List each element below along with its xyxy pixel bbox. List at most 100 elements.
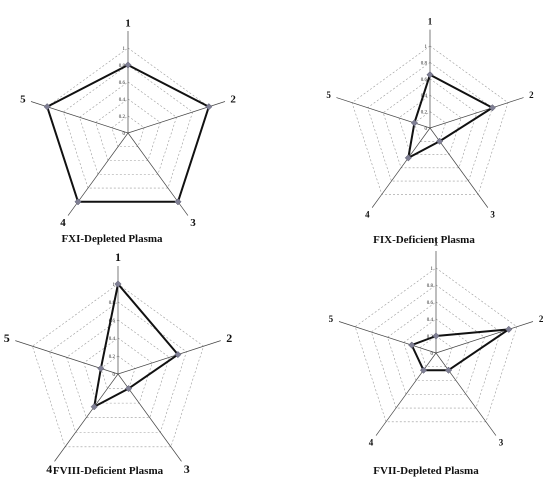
- series-line: [410, 328, 510, 372]
- axis-label-2: 2: [226, 331, 232, 345]
- tick-label: 0.8: [119, 64, 126, 69]
- axis-label-4: 4: [46, 462, 52, 476]
- grid-ring: [403, 318, 469, 381]
- data-point-3: [174, 198, 182, 206]
- axis-spoke-4: [375, 352, 437, 436]
- axis-label-2: 2: [230, 94, 236, 106]
- axis-spoke-4: [371, 127, 431, 208]
- series-line: [407, 73, 494, 159]
- data-point-4: [74, 198, 82, 206]
- chart-title: FXI-Depleted Plasma: [61, 233, 163, 245]
- series-line: [93, 283, 179, 408]
- axis-label-2: 2: [539, 314, 544, 324]
- grid-ring: [62, 64, 194, 189]
- tick-label: 0.6: [427, 301, 434, 306]
- tick-label: 0.4: [421, 94, 428, 99]
- tick-label: 1: [113, 283, 116, 288]
- tick-label: 0.4: [427, 318, 434, 323]
- radar-chart-1: 0 0.2 0.4 0.6 0.8 1 1 2 3 4 5 FXI-Depleted Plasma: [20, 17, 236, 245]
- axis-label-3: 3: [499, 438, 504, 448]
- data-point-2: [174, 350, 182, 359]
- axis-label-1: 1: [434, 238, 439, 248]
- axis-label-1: 1: [125, 17, 131, 29]
- axis-label-4: 4: [60, 217, 66, 229]
- tick-label: 0.2: [109, 355, 116, 360]
- tick-label: 0.6: [109, 319, 116, 324]
- axis-label-4: 4: [369, 438, 374, 448]
- grid-ring: [79, 81, 177, 175]
- tick-label: 0.4: [119, 98, 126, 103]
- tick-label: 0.8: [109, 301, 116, 306]
- axis-label-3: 3: [190, 217, 196, 229]
- axis-label-4: 4: [365, 209, 370, 219]
- data-point-1: [432, 332, 440, 340]
- tick-label: 0.4: [109, 337, 116, 342]
- axis-label-2: 2: [529, 90, 534, 100]
- axis-spoke-2: [117, 340, 221, 375]
- data-point-5: [410, 119, 418, 127]
- data-point-3: [125, 385, 133, 393]
- tick-label: 0: [431, 352, 434, 357]
- grid-ring: [382, 78, 478, 169]
- tick-label: 0.8: [427, 284, 434, 289]
- axis-label-5: 5: [20, 94, 26, 106]
- axis-label-1: 1: [115, 250, 121, 264]
- axis-spoke-4: [54, 373, 119, 462]
- chart-title: FVIII-Deficient Plasma: [53, 465, 164, 477]
- axis-label-5: 5: [4, 331, 10, 345]
- grid-ring: [100, 355, 136, 389]
- data-point-5: [97, 364, 105, 372]
- grid-ring: [419, 335, 453, 368]
- data-point-2: [488, 104, 496, 112]
- axis-spoke-2: [429, 97, 524, 129]
- grid-ring: [370, 284, 502, 409]
- tick-label: 0: [113, 373, 116, 378]
- axis-label-5: 5: [329, 314, 334, 324]
- axis-label-3: 3: [490, 209, 495, 219]
- tick-label: 0.2: [421, 111, 428, 116]
- grid-ring: [367, 62, 493, 182]
- grid-ring: [66, 319, 170, 418]
- data-point-3: [444, 366, 453, 374]
- grid-ring: [398, 94, 462, 155]
- tick-label: 0.2: [119, 115, 126, 120]
- tick-label: 1: [425, 45, 428, 50]
- chart-title: FVII-Depleted Plasma: [373, 465, 479, 477]
- grid-ring: [111, 115, 145, 148]
- axis-spoke-3: [435, 352, 497, 436]
- axis-label-1: 1: [428, 17, 433, 27]
- data-point-5: [43, 103, 51, 111]
- tick-label: 1: [123, 47, 126, 52]
- grid-ring: [83, 337, 153, 404]
- data-point-5: [408, 341, 416, 349]
- grid-ring: [49, 301, 187, 433]
- grid-ring: [414, 111, 446, 142]
- data-point-4: [419, 366, 428, 374]
- tick-label: 0: [123, 132, 126, 137]
- data-point-1: [114, 280, 122, 288]
- tick-label: 0.6: [119, 81, 126, 86]
- axis-label-3: 3: [184, 462, 190, 476]
- tick-label: 0.8: [421, 61, 428, 66]
- tick-label: 1: [431, 267, 434, 272]
- chart-title: FIX-Deficient Plasma: [373, 234, 475, 246]
- data-point-4: [90, 403, 98, 411]
- grid-ring: [32, 283, 204, 448]
- tick-label: 0.6: [421, 78, 428, 83]
- axis-spoke-2: [435, 321, 534, 354]
- tick-label: 0: [425, 127, 428, 132]
- grid-ring: [95, 98, 161, 161]
- data-point-1: [124, 61, 132, 69]
- data-point-2: [505, 325, 513, 333]
- data-point-1: [426, 71, 434, 79]
- axis-spoke-5: [338, 321, 437, 354]
- data-point-4: [404, 154, 412, 162]
- series-line: [46, 64, 210, 203]
- grid-ring: [354, 267, 518, 423]
- radar-chart-3: 0 0.2 0.4 0.6 0.8 1 1 2 3 4 5 FVIII-Deficient Plasm…: [4, 250, 233, 477]
- data-point-3: [436, 137, 444, 145]
- data-point-2: [205, 103, 213, 111]
- axis-label-5: 5: [326, 90, 331, 100]
